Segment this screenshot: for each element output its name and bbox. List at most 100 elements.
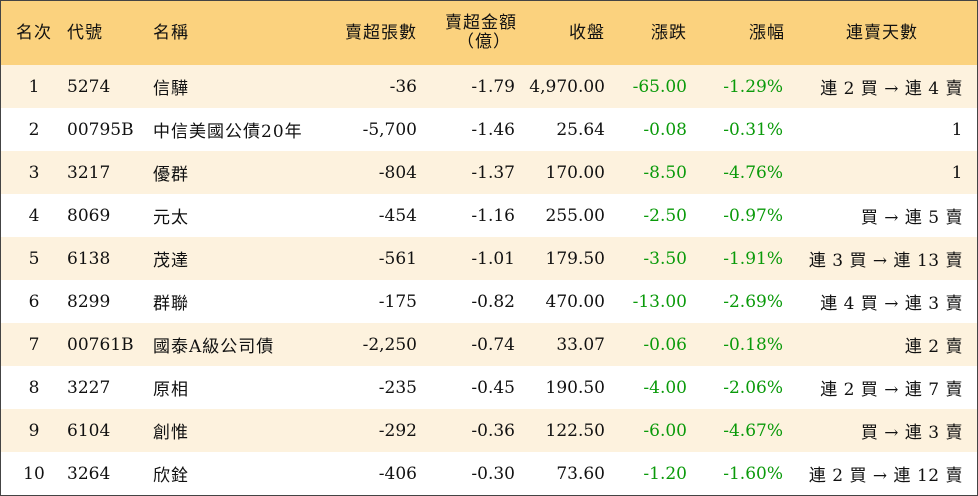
cell-net-sell-amount: -1.01 (471, 248, 515, 269)
header-net-sell-volume: 賣超張數 (345, 22, 417, 43)
cell-streak: 買 → 連 5 賣 (860, 208, 963, 228)
cell-rank: 3 (28, 162, 40, 183)
cell-rank: 6 (28, 291, 40, 312)
cell-code: 8069 (67, 205, 111, 226)
cell-close: 179.50 (545, 248, 605, 269)
cell-close: 255.00 (545, 205, 605, 226)
cell-rank: 10 (23, 463, 45, 484)
header-change-pct: 漲幅 (749, 22, 785, 43)
cell-name: 創惟 (153, 423, 189, 443)
cell-change: -8.50 (643, 162, 687, 183)
cell-code: 00795B (67, 119, 134, 140)
cell-change: -65.00 (632, 76, 687, 97)
cell-close: 4,970.00 (529, 76, 605, 97)
header-code: 代號 (67, 22, 103, 43)
cell-net-sell-amount: -0.30 (471, 463, 515, 484)
cell-close: 122.50 (545, 420, 605, 441)
table-row: 7 00761B 國泰A級公司債 -2,250 -0.74 33.07 -0.0… (1, 323, 977, 366)
table-row: 6 8299 群聯 -175 -0.82 470.00 -13.00 -2.69… (1, 280, 977, 323)
cell-change-pct: -4.76% (723, 162, 783, 183)
cell-net-sell-volume: -406 (378, 463, 417, 484)
cell-code: 3217 (67, 162, 111, 183)
cell-change: -3.50 (643, 248, 687, 269)
cell-change-pct: -1.60% (723, 463, 783, 484)
cell-change-pct: -4.67% (723, 420, 783, 441)
cell-code: 3264 (67, 463, 111, 484)
table-row: 10 3264 欣銓 -406 -0.30 73.60 -1.20 -1.60%… (1, 452, 977, 495)
cell-net-sell-amount: -1.79 (471, 76, 515, 97)
cell-rank: 7 (28, 334, 40, 355)
cell-streak: 連 2 賣 (904, 337, 963, 357)
cell-net-sell-amount: -0.36 (471, 420, 515, 441)
cell-net-sell-volume: -454 (378, 205, 417, 226)
cell-net-sell-amount: -1.37 (471, 162, 515, 183)
header-change: 漲跌 (651, 22, 687, 43)
cell-change-pct: -2.06% (723, 377, 783, 398)
header-net-sell-amount-unit: （億） (457, 32, 511, 52)
cell-rank: 9 (28, 420, 40, 441)
header-rank: 名次 (16, 22, 52, 43)
cell-streak: 1 (951, 119, 963, 140)
cell-change-pct: -1.91% (723, 248, 783, 269)
cell-change: -2.50 (643, 205, 687, 226)
cell-net-sell-amount: -0.45 (471, 377, 515, 398)
header-name: 名稱 (153, 22, 189, 43)
header-row: 名次 代號 名稱 賣超張數 賣超金額 （億） 收盤 漲跌 漲幅 連賣天數 (1, 1, 977, 65)
table-row: 1 5274 信驊 -36 -1.79 4,970.00 -65.00 -1.2… (1, 65, 977, 108)
table-row: 2 00795B 中信美國公債20年 -5,700 -1.46 25.64 -0… (1, 108, 977, 151)
cell-name: 茂達 (153, 251, 189, 271)
cell-close: 33.07 (556, 334, 605, 355)
table-row: 5 6138 茂達 -561 -1.01 179.50 -3.50 -1.91%… (1, 237, 977, 280)
table-row: 4 8069 元太 -454 -1.16 255.00 -2.50 -0.97%… (1, 194, 977, 237)
cell-name: 群聯 (153, 294, 189, 314)
cell-change: -0.08 (643, 119, 687, 140)
table-row: 8 3227 原相 -235 -0.45 190.50 -4.00 -2.06%… (1, 366, 977, 409)
cell-net-sell-amount: -0.74 (471, 334, 515, 355)
cell-name: 優群 (153, 165, 189, 185)
cell-name: 元太 (153, 208, 189, 228)
cell-name: 原相 (153, 380, 189, 400)
table-body: 1 5274 信驊 -36 -1.79 4,970.00 -65.00 -1.2… (1, 65, 977, 495)
cell-net-sell-amount: -1.16 (471, 205, 515, 226)
cell-close: 190.50 (545, 377, 605, 398)
table-row: 3 3217 優群 -804 -1.37 170.00 -8.50 -4.76%… (1, 151, 977, 194)
header-close: 收盤 (569, 22, 605, 43)
cell-net-sell-volume: -5,700 (362, 119, 417, 140)
cell-close: 470.00 (545, 291, 605, 312)
cell-change: -13.00 (632, 291, 687, 312)
header-streak: 連賣天數 (846, 22, 918, 43)
cell-close: 73.60 (556, 463, 605, 484)
cell-streak: 連 2 買 → 連 12 賣 (808, 466, 963, 486)
cell-rank: 8 (28, 377, 40, 398)
cell-code: 6104 (67, 420, 111, 441)
cell-change: -6.00 (643, 420, 687, 441)
cell-change-pct: -0.97% (723, 205, 783, 226)
cell-rank: 2 (28, 119, 40, 140)
cell-streak: 1 (951, 162, 963, 183)
cell-name: 中信美國公債20年 (153, 122, 303, 142)
cell-net-sell-amount: -0.82 (471, 291, 515, 312)
cell-code: 8299 (67, 291, 111, 312)
cell-change-pct: -1.29% (723, 76, 783, 97)
cell-name: 國泰A級公司債 (153, 337, 275, 357)
cell-streak: 連 2 買 → 連 7 賣 (820, 380, 963, 400)
header-net-sell-amount-line1: 賣超金額 (445, 13, 517, 33)
table-row: 9 6104 創惟 -292 -0.36 122.50 -6.00 -4.67%… (1, 409, 977, 452)
cell-net-sell-volume: -235 (378, 377, 417, 398)
cell-change-pct: -2.69% (723, 291, 783, 312)
cell-change: -4.00 (643, 377, 687, 398)
cell-net-sell-volume: -804 (378, 162, 417, 183)
cell-streak: 連 2 買 → 連 4 賣 (820, 79, 963, 99)
cell-net-sell-volume: -292 (378, 420, 417, 441)
cell-net-sell-volume: -36 (389, 76, 417, 97)
cell-net-sell-volume: -175 (378, 291, 417, 312)
cell-close: 25.64 (556, 119, 605, 140)
cell-net-sell-amount: -1.46 (471, 119, 515, 140)
cell-rank: 1 (28, 76, 40, 97)
cell-name: 信驊 (153, 79, 189, 99)
cell-code: 00761B (67, 334, 134, 355)
cell-net-sell-volume: -561 (378, 248, 417, 269)
cell-code: 6138 (67, 248, 111, 269)
